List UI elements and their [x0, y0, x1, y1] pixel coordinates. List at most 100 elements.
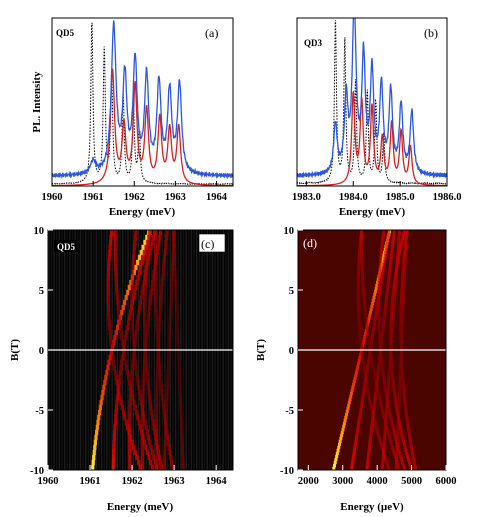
panel-c-branch-11-segment	[174, 299, 178, 306]
panel-c-branch-11-segment	[176, 344, 180, 351]
panel-c-branch-10-segment	[165, 384, 170, 391]
panel-c-branch-10-segment	[170, 279, 174, 286]
panel-d-branch-3-segment	[392, 451, 396, 456]
panel-c-branch-2-segment	[113, 429, 117, 436]
panel-d-branch-6-segment	[397, 230, 401, 234]
panel-c-branch-3-segment	[116, 299, 120, 306]
panel-d-branch-7-segment	[394, 400, 398, 405]
panel-d-branch-0-segment	[357, 358, 361, 363]
panel-c-branch-4-segment	[135, 324, 139, 331]
panel-d-branch-5-segment	[400, 460, 404, 465]
panel-c-branch-6-segment	[156, 244, 160, 251]
panel-c-branch-9-segment	[160, 389, 164, 396]
panel-d-branch-9-segment	[401, 382, 405, 387]
panel-d-branch-1-segment	[358, 331, 362, 336]
panel-c-branch-1-segment	[106, 294, 110, 301]
panel-d-branch-9-segment	[399, 328, 403, 333]
panel-d-branch-1-segment	[356, 271, 360, 276]
panel-c-branch-8-segment	[164, 234, 169, 241]
panel-d-branch-5-segment	[379, 355, 383, 360]
panel-d-branch-2-segment	[357, 421, 361, 426]
panel-d-branch-1-segment	[358, 328, 362, 333]
panel-c-branch-3-segment	[123, 354, 127, 361]
panel-c-branch-0-segment	[126, 289, 130, 296]
panel-d-branch-3-segment	[360, 238, 364, 243]
panel-d-branch-3-segment	[368, 346, 372, 351]
panel-d-branch-0-segment	[342, 424, 346, 429]
panel-d-branch-2-segment	[355, 430, 359, 435]
panel-d-branch-3-segment	[366, 331, 370, 336]
panel-d-branch-7-segment	[404, 448, 408, 453]
panel-c-branch-4-segment	[149, 244, 153, 251]
panel-c-branch-8-segment	[155, 379, 159, 386]
panel-c-branch-2-segment	[111, 464, 115, 470]
panel-b-ticks: 1983.0 1984.0 1985.0 1986.0	[292, 181, 461, 203]
panel-d-branch-2-segment	[353, 445, 357, 450]
panel-d-branch-9-segment	[404, 238, 408, 243]
panel-c-branch-5-segment	[130, 284, 134, 291]
panel-c-branch-2-segment	[143, 249, 147, 256]
panel-d-branch-2-segment	[383, 253, 387, 258]
panel-d-branch-1-segment	[357, 262, 361, 267]
panel-d-branch-5-segment	[380, 247, 384, 252]
panel-d-branch-4-segment	[376, 373, 380, 378]
panel-d-branch-4-segment	[382, 316, 386, 321]
panel-d-branch-8-segment	[401, 304, 405, 309]
panel-c-branch-6-segment	[143, 359, 147, 366]
panel-c-branch-3-segment	[126, 374, 131, 381]
panel-d-branch-1-segment	[356, 292, 360, 297]
panel-d-branch-9-segment	[402, 256, 406, 261]
panel-c-branch-11-segment	[171, 230, 175, 236]
panel-c-branch-1-segment	[113, 369, 117, 376]
panel-d-branch-7-segment	[390, 370, 394, 375]
panel-c-branch-3-segment	[117, 309, 121, 316]
panel-c-branch-9-segment	[153, 289, 158, 296]
panel-d-branch-5-segment	[389, 418, 393, 423]
panel-d-branch-1-segment	[357, 256, 361, 261]
panel-b-frame	[296, 17, 448, 187]
panel-b-tick-label: 1984.0	[339, 192, 368, 203]
panel-c-tick-label: 1964	[206, 476, 228, 487]
panel-d-tick-label: 4000	[367, 476, 388, 487]
panel-d-branch-9-segment	[405, 232, 409, 237]
panel-c-branch-8-segment	[155, 424, 159, 431]
panel-c-branch-8-segment	[155, 434, 159, 441]
panel-a-tag: (a)	[205, 26, 218, 40]
panel-d-branch-0-segment	[380, 262, 384, 267]
panel-d-branch-5-segment	[381, 367, 385, 372]
panel-c-branch-2-segment	[117, 379, 121, 386]
panel-c-branch-0-segment	[95, 424, 99, 431]
panel-d-branch-5-segment	[381, 373, 385, 378]
panel-d-branch-4-segment	[375, 382, 379, 387]
panel-c-branch-5-segment	[130, 279, 134, 286]
panel-c-branch-6-segment	[148, 299, 152, 306]
panel-b-tag: (b)	[424, 26, 438, 40]
panel-c-branch-1-segment	[108, 244, 112, 251]
panel-d-branch-5-segment	[377, 307, 381, 312]
panel-d-branch-2-segment	[350, 466, 354, 470]
panel-a-tick-label: 1960	[42, 192, 63, 203]
panel-d-branch-1-segment	[387, 466, 391, 470]
panel-c-branch-2-segment	[120, 354, 125, 361]
panel-c-branch-1-segment	[111, 354, 115, 361]
panel-c-branch-2-segment	[115, 399, 119, 406]
panel-d-branch-0-segment	[361, 343, 365, 348]
panel-c-branch-9-segment	[154, 304, 158, 311]
panel-c-branch-10-segment	[169, 309, 173, 316]
panel-c-branch-4-segment	[151, 234, 156, 241]
panel-c-branch-2-segment	[114, 414, 118, 421]
panel-d-ylabel: B(T)	[255, 339, 267, 361]
panel-c-branch-11-segment	[179, 414, 183, 421]
panel-c-branch-8-segment	[164, 239, 168, 246]
panel-d-heatmap	[298, 230, 446, 470]
panel-d-branch-5-segment	[382, 379, 386, 384]
panel-c-branch-1-segment	[121, 409, 126, 416]
panel-d-branch-7-segment	[390, 310, 394, 315]
panel-d-branch-1-segment	[357, 259, 361, 264]
panel-d-branch-1-segment	[386, 463, 390, 468]
panel-d-branch-7-segment	[408, 463, 412, 468]
panel-c-branch-6-segment	[140, 424, 144, 431]
panel-c-branch-7-segment	[143, 284, 147, 291]
panel-c-branch-2-segment	[120, 359, 124, 366]
panel-d-branch-9-segment	[413, 463, 417, 468]
